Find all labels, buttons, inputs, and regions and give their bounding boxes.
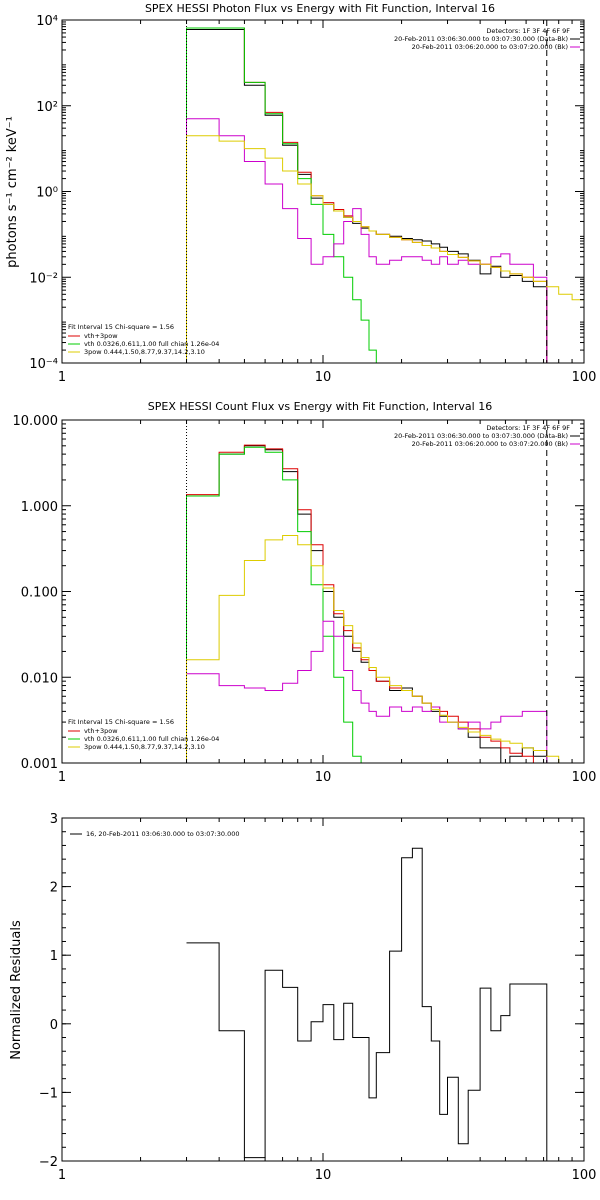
plot-frame xyxy=(61,817,585,1162)
tick-layer: 1 10 100 0.001 0.010 0.100 1.000 10.000 xyxy=(13,414,597,785)
chart-title: SPEX HESSI Photon Flux vs Energy with Fi… xyxy=(145,2,495,15)
y-tick-label: −1 xyxy=(39,1086,58,1101)
legend-text: vth+3pow xyxy=(84,332,118,340)
count-flux-panel: SPEX HESSI Count Flux vs Energy with Fit… xyxy=(13,400,597,785)
series-line-1 xyxy=(186,27,548,363)
legend: 16, 20-Feb-2011 03:06:30.000 to 03:07:30… xyxy=(70,830,239,838)
residuals-panel: 1 10 100 −2 −1 0 1 2 3 Normalized Residuals 16, … xyxy=(9,812,596,1183)
tick-layer: 1 10 100 10⁻⁴ 10⁻² 10⁰ 10² 10⁴ xyxy=(29,14,596,385)
legend-text: 16, 20-Feb-2011 03:06:30.000 to 03:07:30… xyxy=(86,830,239,838)
legend-text: vth+3pow xyxy=(84,727,118,735)
chart-title: SPEX HESSI Count Flux vs Energy with Fit… xyxy=(148,400,492,413)
plot-frame xyxy=(61,19,585,364)
tick-layer: 1 10 100 −2 −1 0 1 2 3 xyxy=(39,812,597,1183)
series-line-2 xyxy=(186,27,390,363)
legend-text: 20-Feb-2011 03:06:20.000 to 03:07:20.000… xyxy=(412,440,568,448)
legend-text: 20-Feb-2011 03:06:30.000 to 03:07:30.000… xyxy=(394,35,568,43)
y-axis-label: Normalized Residuals xyxy=(9,920,24,1060)
y-tick-label: 0.010 xyxy=(21,671,58,686)
legend-top-right: Detectors: 1F 3F 4F 6F 9F 20-Feb-2011 03… xyxy=(394,424,580,448)
y-tick-label: 3 xyxy=(50,812,58,827)
series-line-0 xyxy=(186,445,548,763)
x-tick-label: 1 xyxy=(58,370,66,385)
y-tick-label: 0.001 xyxy=(21,757,58,772)
y-tick-label: 2 xyxy=(50,881,58,896)
legend-text: Fit Interval 15 Chi-square = 1.56 xyxy=(68,718,174,726)
photon-flux-panel: SPEX HESSI Photon Flux vs Energy with Fi… xyxy=(5,2,596,385)
series-line-3 xyxy=(186,118,548,363)
y-tick-label: 10⁴ xyxy=(36,14,58,29)
legend-text: vth 0.0326,0.611,1.00 full chian 1.26e-0… xyxy=(84,340,219,348)
y-tick-label: 10⁰ xyxy=(36,186,58,201)
y-tick-label: 10² xyxy=(36,100,58,115)
series-line-0 xyxy=(186,847,548,1161)
series-line-1 xyxy=(186,444,547,763)
y-tick-label: 0 xyxy=(50,1018,58,1033)
legend-text: 20-Feb-2011 03:06:30.000 to 03:07:30.000… xyxy=(394,432,568,440)
y-tick-label: −2 xyxy=(39,1155,58,1170)
series-layer xyxy=(186,847,548,1161)
x-tick-label: 1 xyxy=(58,1168,66,1183)
y-tick-label: 10.000 xyxy=(13,414,59,429)
y-tick-label: 10⁻² xyxy=(29,271,58,286)
y-tick-label: 10⁻⁴ xyxy=(29,357,58,372)
legend-top-right: Detectors: 1F 3F 4F 6F 9F 20-Feb-2011 03… xyxy=(394,27,580,51)
x-tick-label: 1 xyxy=(58,770,66,785)
series-layer xyxy=(186,20,584,363)
x-tick-label: 10 xyxy=(315,770,332,785)
legend-text: Detectors: 1F 3F 4F 6F 9F xyxy=(486,27,570,35)
series-line-4 xyxy=(186,535,573,763)
legend-text: vth 0.0326,0.611,1.00 full chian 1.26e-0… xyxy=(84,735,219,743)
legend-text: 3pow 0.444,1.50,8.77,9.37,14.2,3.10 xyxy=(84,348,205,356)
series-line-4 xyxy=(186,135,584,363)
y-tick-label: 1 xyxy=(50,949,58,964)
x-tick-label: 100 xyxy=(572,370,597,385)
series-line-0 xyxy=(186,29,548,363)
x-tick-label: 100 xyxy=(572,770,597,785)
x-tick-label: 100 xyxy=(572,1168,597,1183)
legend-bottom-left: Fit Interval 15 Chi-square = 1.56 vth+3p… xyxy=(68,718,219,751)
y-tick-label: 1.000 xyxy=(21,500,58,515)
series-line-3 xyxy=(186,620,548,763)
legend-text: Detectors: 1F 3F 4F 6F 9F xyxy=(486,424,570,432)
legend-bottom-left: Fit Interval 15 Chi-square = 1.56 vth+3p… xyxy=(68,323,219,356)
series-layer xyxy=(186,420,573,763)
legend-text: 3pow 0.444,1.50,8.77,9.37,14.2,3.10 xyxy=(84,743,205,751)
legend-text: 20-Feb-2011 03:06:20.000 to 03:07:20.000… xyxy=(412,43,568,51)
x-tick-label: 10 xyxy=(315,370,332,385)
y-axis-label: photons s⁻¹ cm⁻² keV⁻¹ xyxy=(5,116,20,268)
y-tick-label: 0.100 xyxy=(21,586,58,601)
legend-text: Fit Interval 15 Chi-square = 1.56 xyxy=(68,323,174,331)
x-tick-label: 10 xyxy=(315,1168,332,1183)
